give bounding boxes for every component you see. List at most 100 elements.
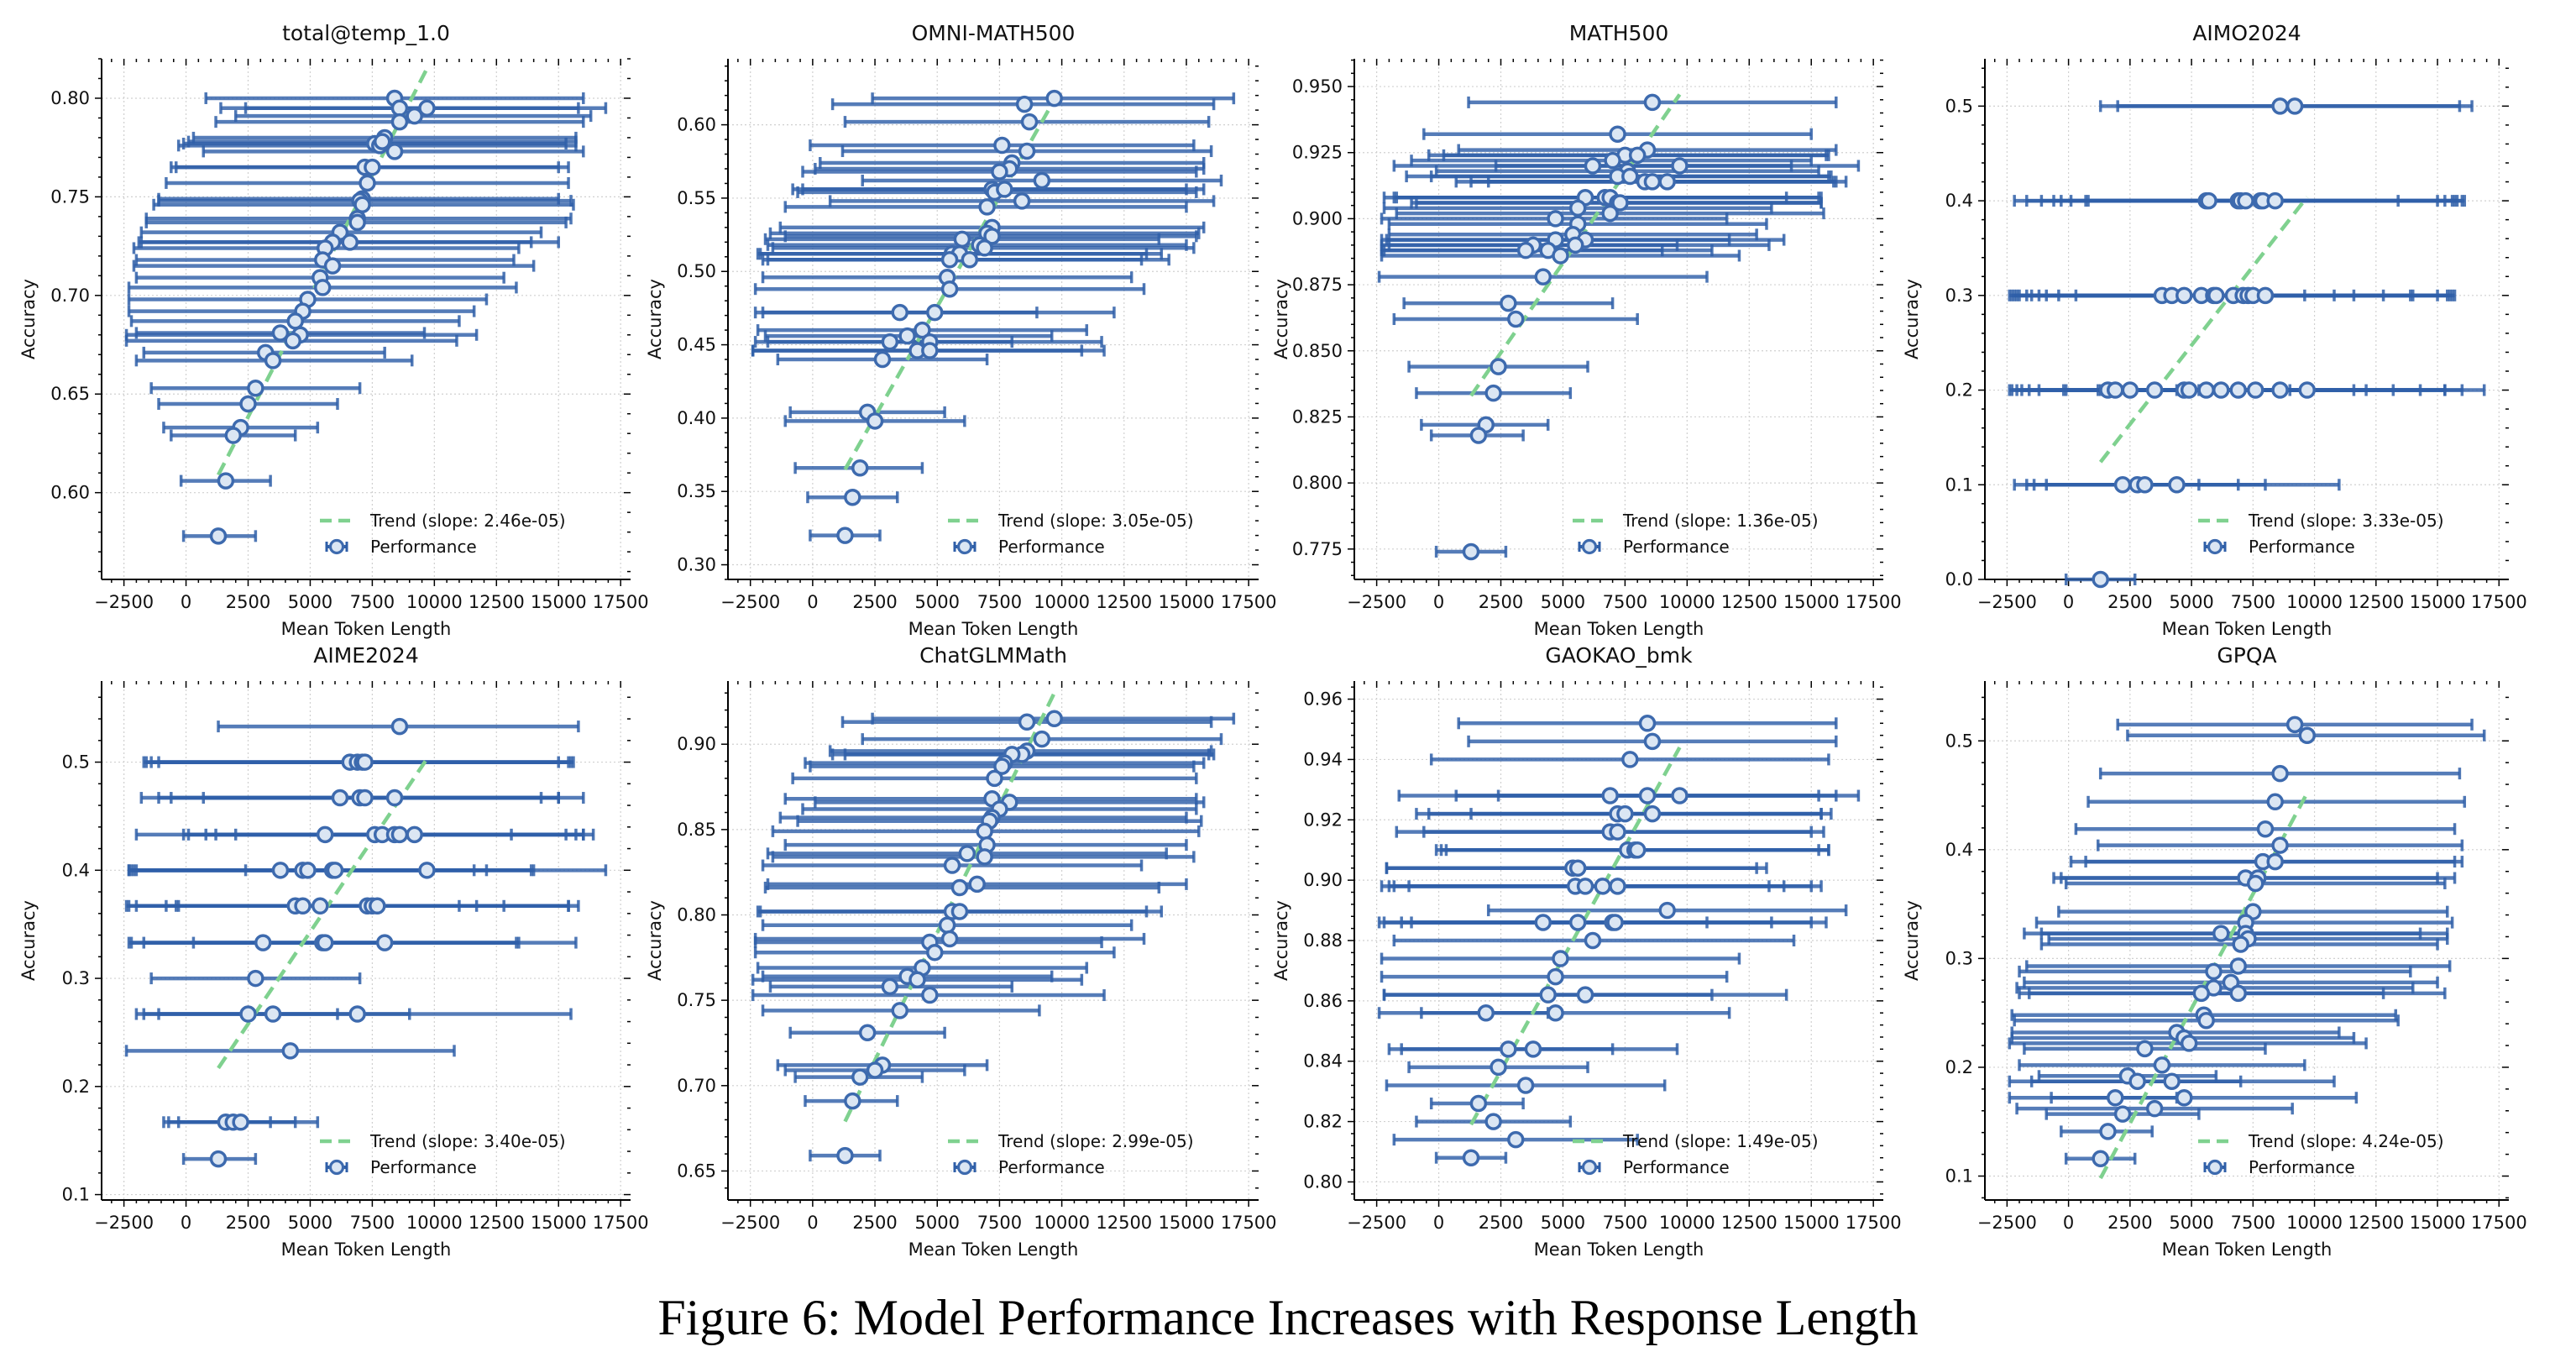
data-point [2229,381,2247,399]
data-point [1477,1004,1495,1022]
chart-panel-chatglmmath: ChatGLMMath −2500 0 2500 5000 7500 10000 12500 1… [645,643,1277,1260]
legend-trend-label: Trend (slope: 3.05e-05) [997,511,1194,531]
data-point [1621,167,1639,186]
x-tick-label: 17500 [1221,592,1277,612]
data-point [2271,381,2289,399]
data-point [232,1114,249,1131]
x-axis-label: Mean Token Length [1534,1239,1704,1260]
data-point [1462,1149,1480,1166]
data-point [1643,173,1662,191]
data-point [1469,1094,1488,1113]
data-point [1469,427,1488,444]
data-point [940,930,959,948]
data-point [390,717,409,736]
y-tick-label: 0.4 [1945,191,1973,211]
data-point [1628,841,1647,859]
data-point [2163,1072,2181,1091]
data-point [348,1005,366,1023]
data-point [1013,192,1031,210]
x-tick-label: 0 [807,592,818,612]
data-point [348,213,366,232]
y-tick-label: 0.86 [1303,991,1343,1011]
y-tick-label: 0.80 [677,905,716,925]
y-tick-label: 0.775 [1292,539,1343,559]
x-tick-label: 17500 [2471,1213,2527,1233]
data-point [914,321,931,339]
chart-title: OMNI-MATH500 [912,21,1076,45]
legend-performance-label: Performance [998,1157,1105,1177]
marker-group [836,89,1063,544]
data-point [2197,381,2215,399]
data-point [313,279,332,296]
legend-marker-swatch [1581,538,1598,555]
data-point [2298,381,2317,399]
x-tick-label: 0 [181,1213,191,1233]
data-point [2180,1035,2198,1052]
data-point [851,459,869,477]
y-tick-label: 0.3 [62,968,90,988]
x-tick-label: 7500 [2231,592,2275,612]
x-tick-label: −2500 [1347,592,1406,612]
chart-title: AIMO2024 [2192,21,2301,45]
x-tick-label: 15000 [2410,592,2466,612]
y-tick-label: 0.75 [50,186,90,207]
x-tick-label: 2500 [2107,592,2152,612]
data-point [2113,476,2132,494]
data-point [921,342,939,359]
x-tick-label: 12500 [1096,592,1152,612]
y-tick-label: 0.45 [677,335,716,355]
data-point [898,327,916,345]
data-point [1643,93,1662,112]
data-point [316,934,334,951]
x-axis-label: Mean Token Length [908,1239,1079,1260]
data-point [2247,381,2264,399]
chart-panel-gpqa: GPQA −2500 0 2500 5000 7500 10000 12500 15000 175… [1902,643,2527,1260]
x-tick-label: 10000 [2286,1213,2343,1233]
chart-panel-aime2024: AIME2024 −2500 0 2500 5000 7500 10000 12500 1500… [18,643,649,1260]
y-tick-label: 0.1 [1945,474,1973,495]
legend: Trend (slope: 2.46e-05) Performance [320,511,566,557]
data-point [2266,191,2284,210]
data-point [983,228,1001,245]
legend-trend-label: Trend (slope: 3.40e-05) [369,1131,566,1151]
y-tick-label: 0.875 [1292,275,1343,295]
x-tick-label: −2500 [1977,1213,2037,1233]
data-point [1539,986,1557,1004]
data-point [353,196,371,214]
y-tick-label: 0.70 [50,286,90,306]
x-tick-label: −2500 [94,592,154,612]
y-tick-label: 0.30 [677,555,716,575]
figure-caption: Figure 6: Model Performance Increases wi… [657,1290,1919,1345]
y-tick-label: 0.950 [1292,76,1343,97]
data-point [406,825,423,844]
legend-marker-swatch [2207,1159,2223,1176]
data-point [1609,878,1626,895]
data-point [976,822,993,841]
chart-panel-omni-math500: OMNI-MATH500 −2500 0 2500 5000 7500 10000 12500… [645,21,1277,639]
x-axis-label: Mean Token Length [908,619,1079,639]
marker-group [1462,93,1689,561]
data-point [2205,962,2223,981]
data-point [1616,804,1634,823]
chart-panel-total-temp-1-0: total@temp_1.0 −2500 0 2500 5000 7500 10000 125… [18,21,649,639]
data-point [2192,984,2211,1003]
errorbar-group [751,92,1236,542]
data-point [2229,957,2247,975]
data-point [2136,1040,2154,1058]
x-tick-label: 7500 [1603,1213,1647,1233]
legend-trend-label: Trend (slope: 1.36e-05) [1622,511,1819,531]
marker-group [836,710,1063,1165]
data-point [418,862,436,879]
data-point [881,333,899,351]
x-tick-label: 12500 [1721,1213,1778,1233]
data-point [239,1005,257,1023]
legend: Trend (slope: 3.33e-05) Performance [2198,511,2444,557]
x-tick-label: 10000 [1034,592,1090,612]
y-tick-label: 0.92 [1303,810,1343,830]
data-point [866,412,884,430]
data-point [2113,1105,2132,1123]
data-point [1611,194,1629,212]
data-point [991,163,1008,181]
data-point [341,233,359,251]
x-tick-label: 10000 [406,592,463,612]
